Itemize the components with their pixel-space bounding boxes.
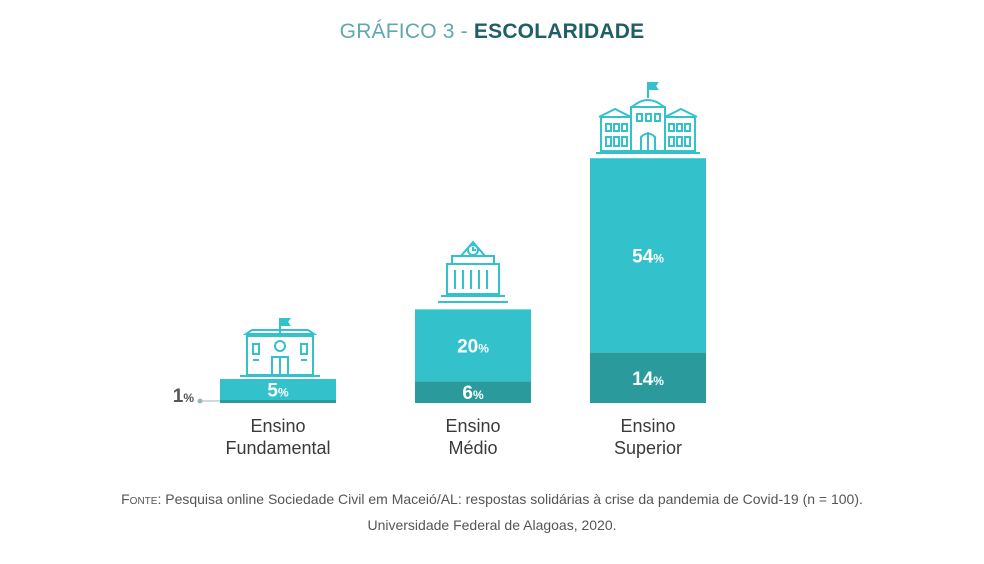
bar-completo bbox=[415, 309, 531, 382]
source-line-2: Universidade Federal de Alagoas, 2020. bbox=[367, 517, 617, 533]
value-label: 6% bbox=[462, 383, 484, 404]
source-text: : Pesquisa online Sociedade Civil em Mac… bbox=[157, 491, 863, 507]
bar-completo bbox=[590, 158, 706, 353]
chart-title-main: ESCOLARIDADE bbox=[473, 20, 645, 43]
category-label: Ensino Superior bbox=[614, 416, 682, 458]
value-label: 20% bbox=[457, 336, 489, 357]
source-label: Fonte bbox=[121, 491, 158, 507]
source-line-1: Fonte: Pesquisa online Sociedade Civil e… bbox=[0, 486, 984, 512]
bar-incompleto bbox=[415, 381, 531, 403]
school-icon bbox=[240, 318, 320, 377]
value-label: 54% bbox=[632, 246, 664, 267]
chart-title: GRÁFICO 3 - ESCOLARIDADE bbox=[0, 20, 984, 44]
clock-tower-icon bbox=[438, 240, 508, 303]
value-label: 5% bbox=[267, 381, 289, 402]
source-note: Fonte: Pesquisa online Sociedade Civil e… bbox=[0, 486, 984, 538]
value-label: 1% bbox=[173, 386, 195, 407]
value-label: 14% bbox=[632, 369, 664, 390]
university-building-icon bbox=[596, 82, 700, 154]
chart-title-prefix: GRÁFICO 3 - bbox=[339, 20, 474, 43]
bars-group bbox=[220, 158, 706, 403]
leader-dot bbox=[197, 398, 203, 404]
category-label: Ensino Fundamental bbox=[225, 416, 330, 458]
bar-completo bbox=[220, 379, 336, 400]
bar-incompleto bbox=[590, 352, 706, 403]
category-label: Ensino Médio bbox=[445, 416, 500, 458]
bar-incompleto bbox=[220, 400, 336, 403]
chart-area: 5% 1% Ensino Fundamental 20% 6% Ensino Médio 54%… bbox=[173, 82, 706, 458]
labels-group: 5% 1% Ensino Fundamental 20% 6% Ensino Médio 54%… bbox=[173, 246, 682, 458]
